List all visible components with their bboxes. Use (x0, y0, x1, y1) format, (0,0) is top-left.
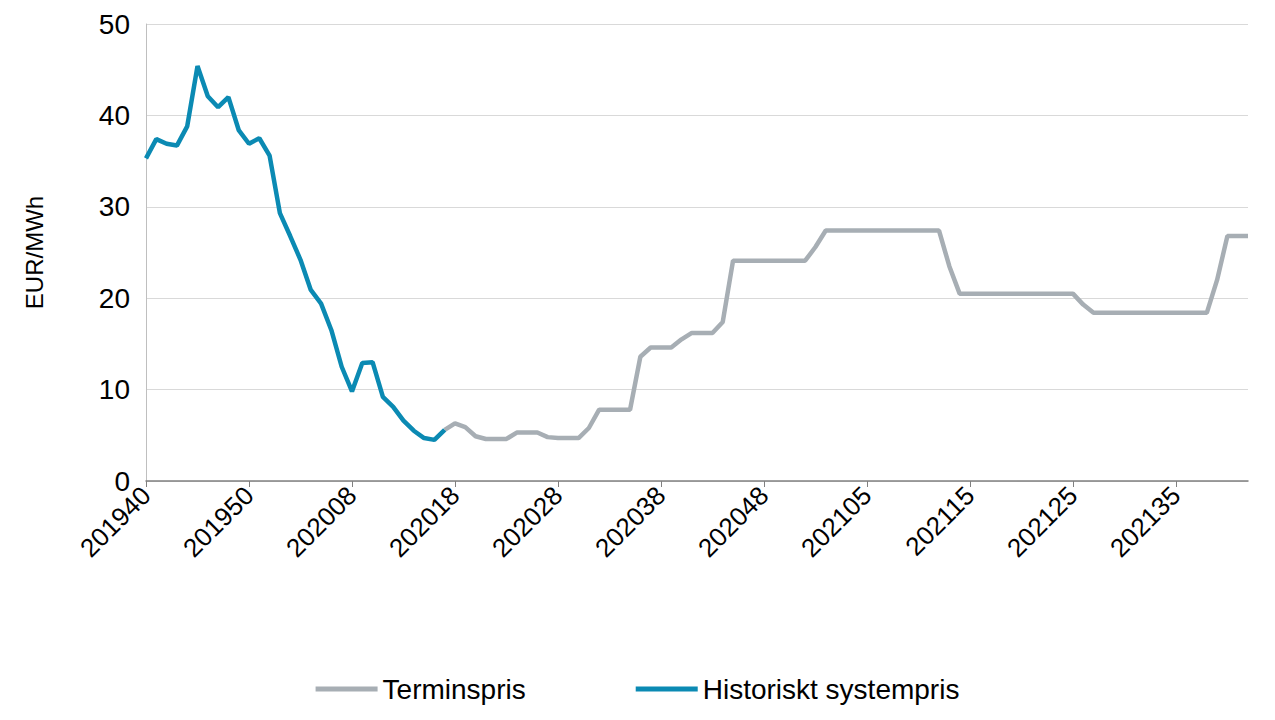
svg-text:202105: 202105 (795, 480, 878, 563)
svg-text:202115: 202115 (899, 480, 980, 561)
svg-text:201950: 201950 (177, 480, 260, 563)
svg-text:50: 50 (99, 9, 130, 40)
svg-text:202008: 202008 (280, 480, 363, 563)
svg-text:EUR/MWh: EUR/MWh (21, 196, 48, 309)
svg-text:10: 10 (99, 374, 130, 405)
svg-text:202018: 202018 (383, 480, 466, 563)
svg-text:30: 30 (99, 191, 130, 222)
svg-text:202048: 202048 (692, 480, 775, 563)
svg-text:202135: 202135 (1104, 480, 1187, 563)
svg-text:202028: 202028 (486, 480, 569, 563)
svg-text:202125: 202125 (1001, 480, 1084, 563)
svg-text:202038: 202038 (589, 480, 672, 563)
svg-text:201940: 201940 (74, 480, 157, 563)
svg-text:20: 20 (99, 283, 130, 314)
svg-text:Terminspris: Terminspris (383, 674, 526, 705)
svg-text:40: 40 (99, 100, 130, 131)
svg-text:Historiskt systempris: Historiskt systempris (703, 674, 960, 705)
